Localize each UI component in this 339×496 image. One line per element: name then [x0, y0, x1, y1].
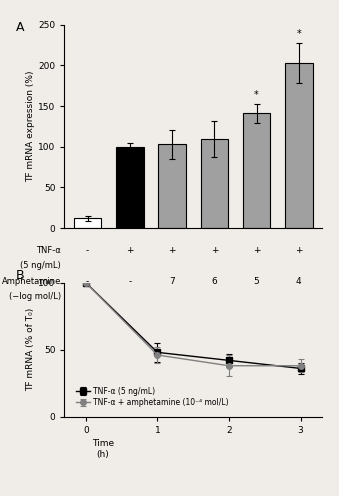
- Text: 6: 6: [212, 277, 217, 286]
- Text: Time: Time: [92, 439, 114, 448]
- Text: 4: 4: [296, 277, 302, 286]
- Text: (5 ng/mL): (5 ng/mL): [20, 261, 61, 270]
- Text: -: -: [128, 277, 132, 286]
- Text: -: -: [86, 277, 89, 286]
- Bar: [74, 218, 101, 228]
- Y-axis label: TF mRNA expression (%): TF mRNA expression (%): [26, 71, 35, 182]
- Text: *: *: [254, 90, 259, 100]
- Legend: TNF-α (5 ng/mL), TNF-α + amphetamine (10⁻⁴ mol/L): TNF-α (5 ng/mL), TNF-α + amphetamine (10…: [73, 384, 232, 410]
- Bar: [243, 114, 270, 228]
- Text: +: +: [211, 246, 218, 255]
- Text: 7: 7: [169, 277, 175, 286]
- Text: +: +: [253, 246, 260, 255]
- Text: A: A: [16, 21, 24, 34]
- Text: TNF-α: TNF-α: [36, 246, 61, 255]
- Bar: [285, 63, 313, 228]
- Text: 5: 5: [254, 277, 259, 286]
- Text: Amphetamine: Amphetamine: [2, 277, 61, 286]
- Y-axis label: TF mRNA (% of T₀): TF mRNA (% of T₀): [26, 308, 35, 391]
- Bar: [158, 144, 186, 228]
- Text: (h): (h): [97, 450, 109, 459]
- Text: +: +: [126, 246, 134, 255]
- Text: -: -: [86, 246, 89, 255]
- Text: (−log mol/L): (−log mol/L): [9, 292, 61, 301]
- Text: *: *: [296, 29, 301, 39]
- Text: +: +: [295, 246, 303, 255]
- Text: +: +: [168, 246, 176, 255]
- Text: B: B: [16, 269, 24, 282]
- Bar: [116, 147, 144, 228]
- Bar: [201, 139, 228, 228]
